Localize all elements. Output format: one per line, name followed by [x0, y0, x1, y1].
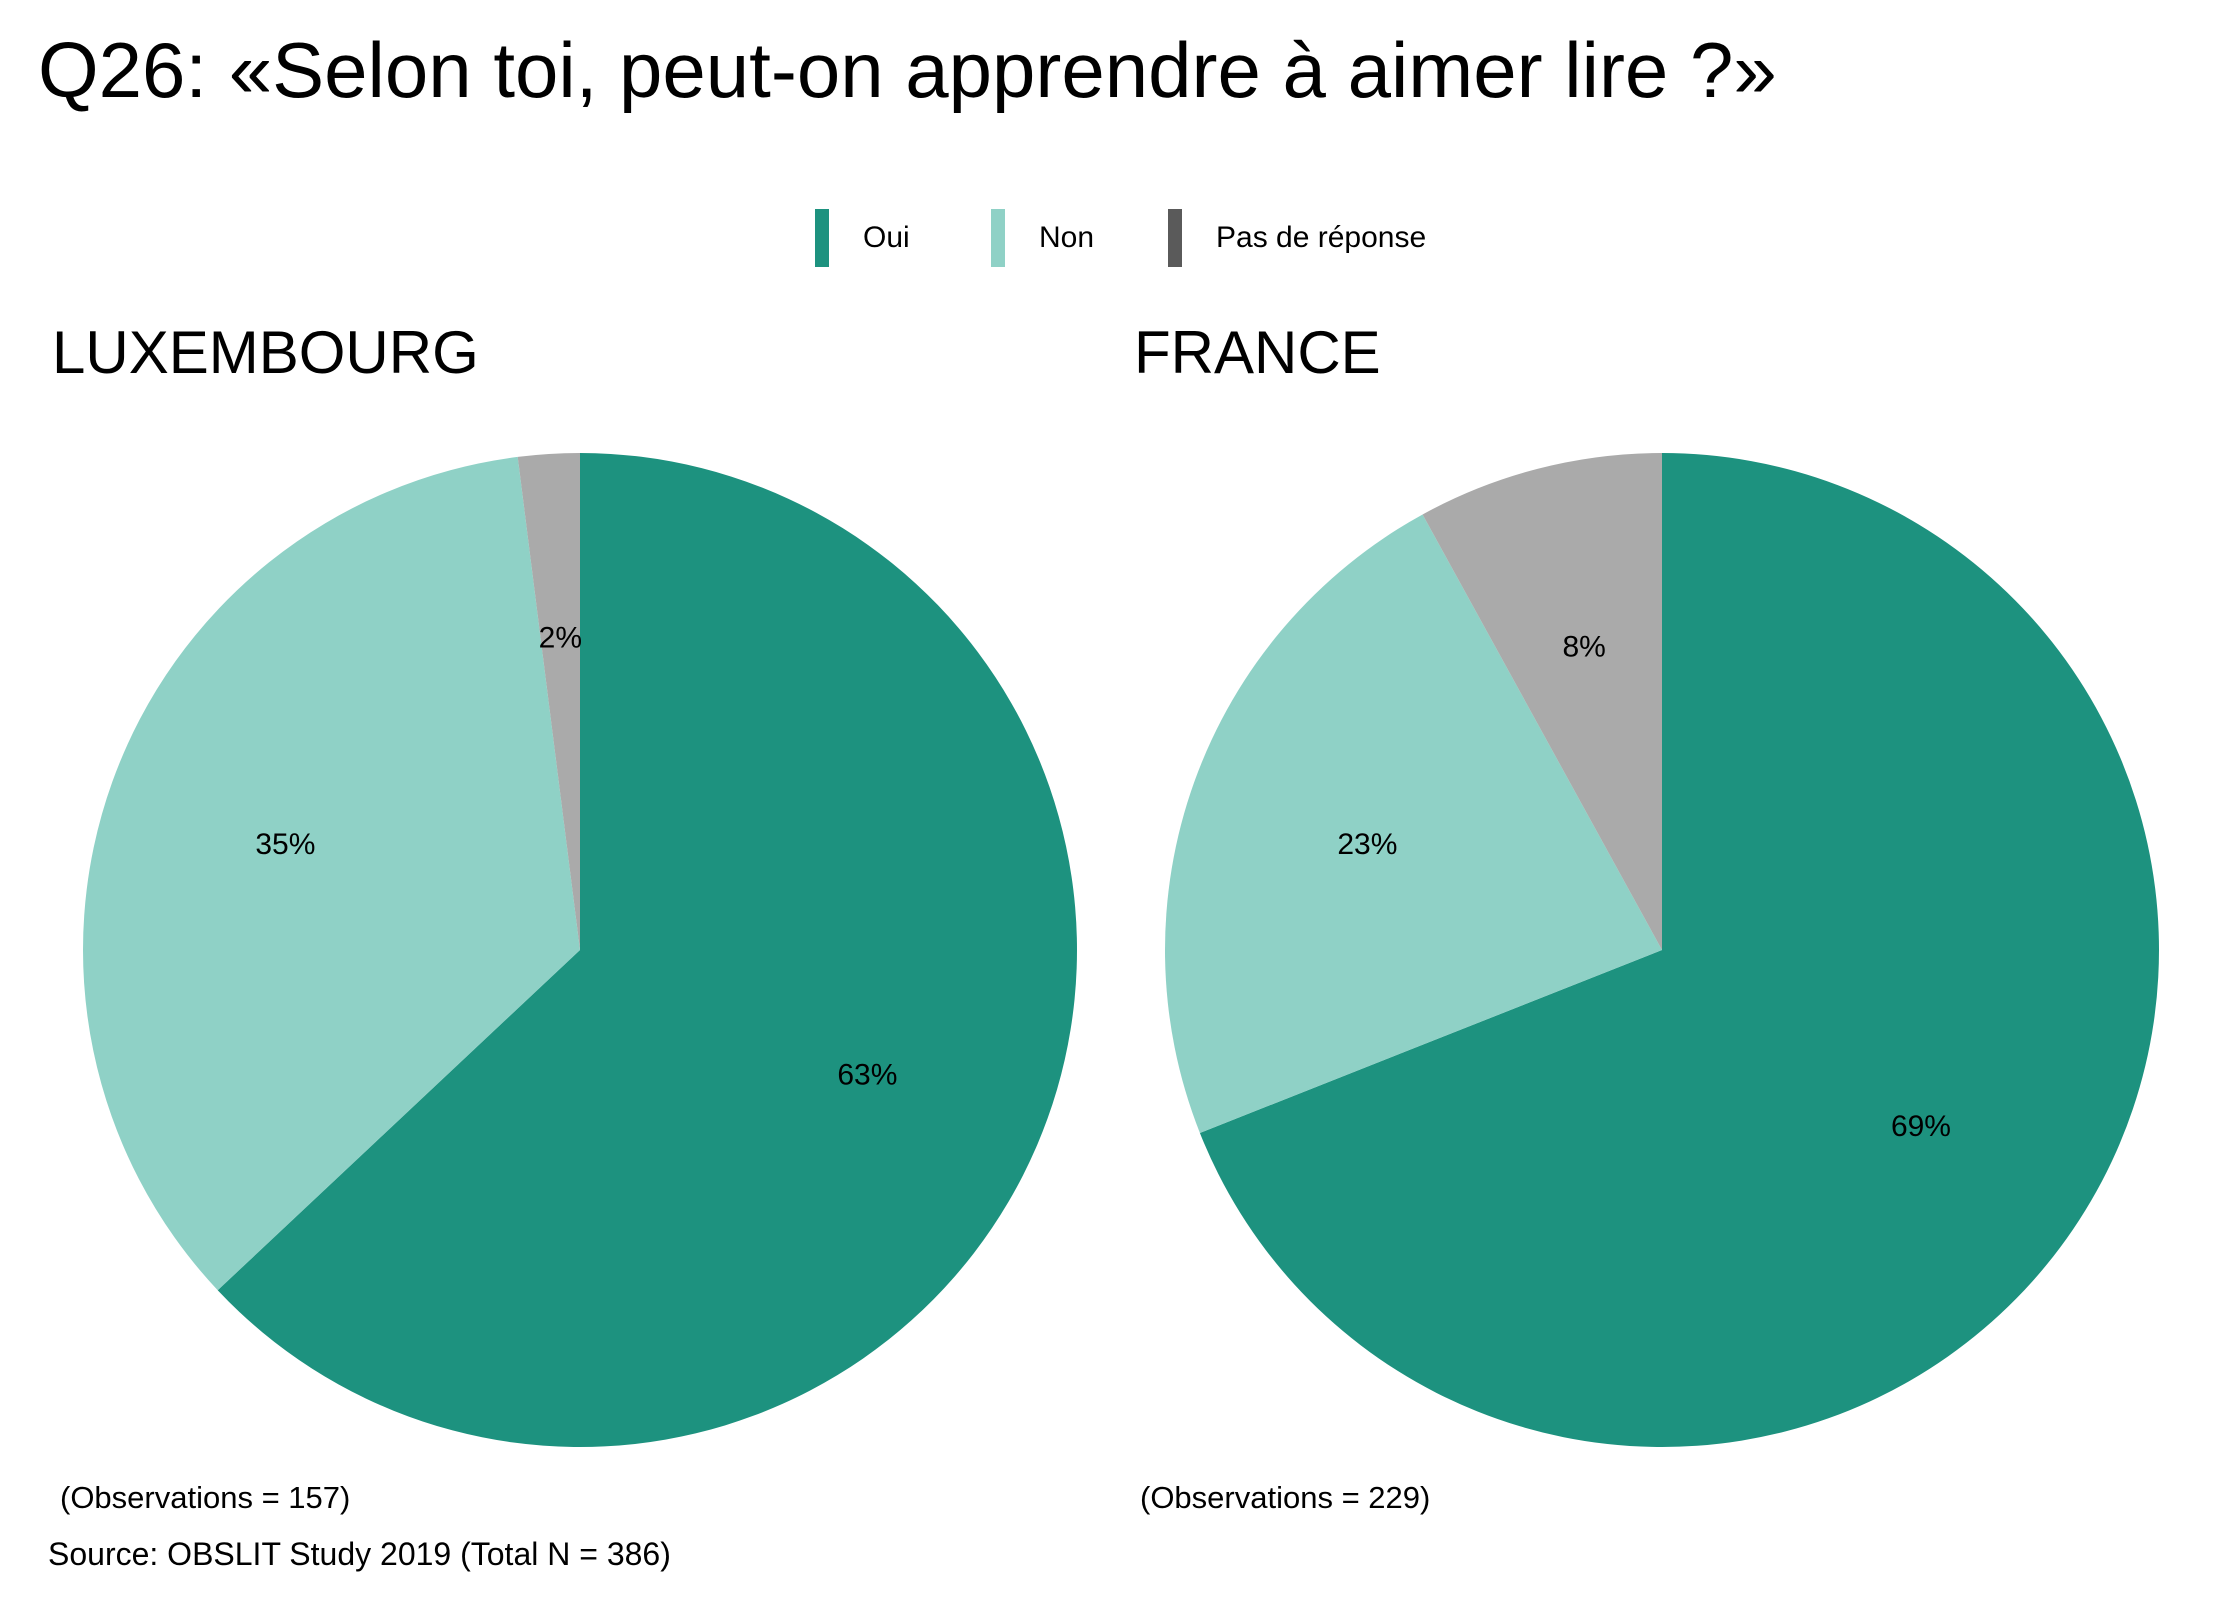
luxembourg-pie: 63% 35% 2% — [82, 453, 1078, 1447]
chart-title: Q26: «Selon toi, peut-on apprendre à aim… — [38, 26, 1777, 114]
slice-label-oui: 63% — [837, 1058, 897, 1091]
legend-item-non: Non — [991, 208, 1094, 268]
legend: Oui Non Pas de réponse — [0, 208, 2216, 268]
legend-label-oui: Oui — [863, 221, 910, 254]
slice-oui — [1199, 453, 2159, 1447]
slice-label-non: 35% — [255, 828, 315, 861]
france-observations: (Observations = 229) — [1140, 1480, 1431, 1515]
legend-swatch-non — [991, 209, 1005, 267]
legend-label-pas-de-reponse: Pas de réponse — [1216, 221, 1427, 254]
slice-pas-de-reponse — [517, 453, 580, 950]
luxembourg-observations: (Observations = 157) — [60, 1480, 351, 1515]
slice-non — [82, 456, 580, 1291]
source-note: Source: OBSLIT Study 2019 (Total N = 386… — [48, 1536, 671, 1572]
slice-label-oui: 69% — [1891, 1110, 1951, 1143]
slice-label-non: 23% — [1337, 828, 1397, 861]
slice-label-pas-de-reponse: 8% — [1562, 631, 1605, 664]
slice-oui — [217, 453, 1078, 1447]
slice-non — [1165, 514, 1662, 1133]
france-title: FRANCE — [1134, 319, 1381, 386]
slice-label-pas-de-reponse: 2% — [539, 622, 582, 655]
legend-item-pas-de-reponse: Pas de réponse — [1168, 208, 1426, 268]
legend-swatch-pas-de-reponse — [1168, 209, 1182, 267]
legend-label-non: Non — [1039, 221, 1095, 254]
france-pie: 69% 23% 8% — [1165, 453, 2159, 1447]
legend-swatch-oui — [815, 209, 829, 267]
legend-item-oui: Oui — [815, 208, 910, 268]
slice-pas-de-reponse — [1422, 453, 1662, 950]
luxembourg-title: LUXEMBOURG — [52, 319, 479, 386]
